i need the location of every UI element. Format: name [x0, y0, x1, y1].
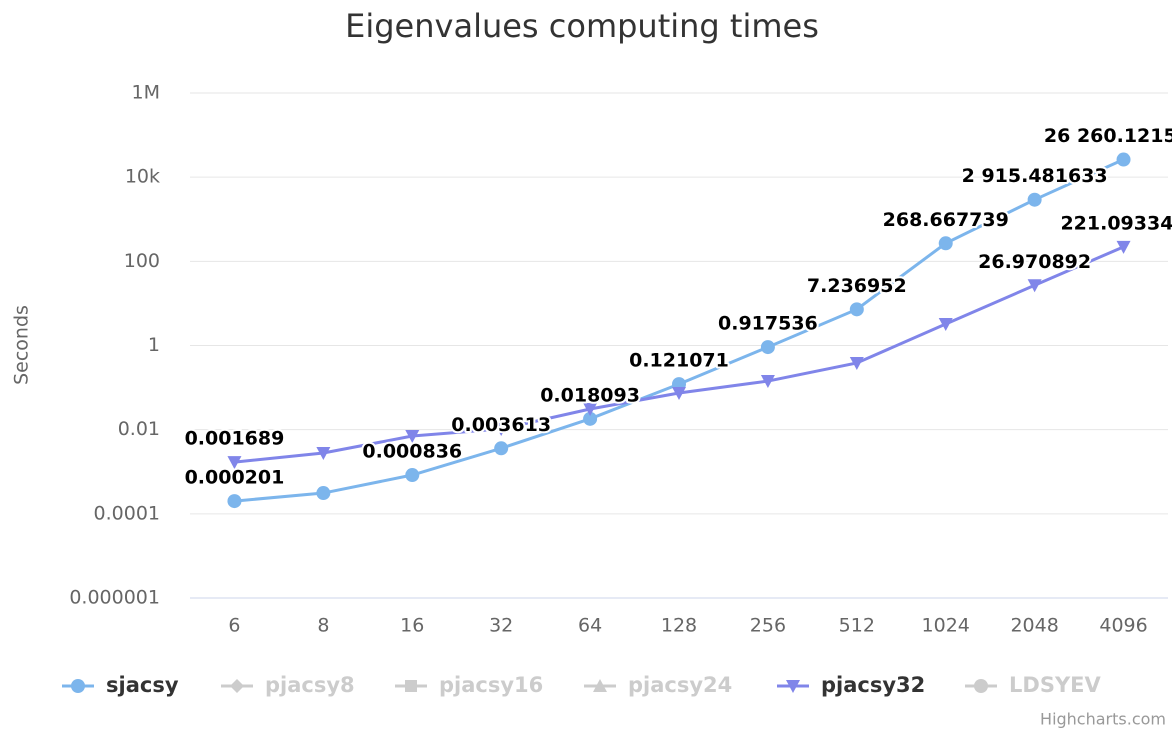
data-point: [849, 302, 864, 317]
data-label: 26.970892: [978, 251, 1091, 273]
x-tick-label: 6: [228, 615, 240, 637]
y-axis-title: Seconds: [11, 305, 33, 385]
legend-marker: [974, 679, 988, 693]
data-point: [227, 456, 242, 470]
data-point: [494, 422, 509, 436]
legend-item[interactable]: pjacsy16: [395, 673, 543, 697]
data-point: [938, 236, 953, 251]
legend-label: pjacsy24: [628, 673, 732, 697]
data-point: [316, 486, 331, 501]
data-point: [227, 494, 242, 509]
x-tick-label: 8: [317, 615, 329, 637]
x-tick-label: 512: [839, 615, 875, 637]
legend-label: pjacsy32: [821, 673, 925, 697]
x-tick-label: 64: [578, 615, 602, 637]
data-point: [1027, 192, 1042, 207]
data-point: [760, 340, 775, 355]
y-tick-label: 0.0001: [94, 502, 160, 524]
legend-marker: [405, 680, 417, 692]
legend-marker: [786, 680, 800, 693]
legend-label: pjacsy8: [265, 673, 355, 697]
chart-title: Eigenvalues computing times: [345, 7, 819, 45]
data-point: [583, 402, 598, 416]
data-label: 268.667739: [883, 209, 1009, 231]
y-tick-label: 1: [148, 334, 160, 356]
data-point: [583, 411, 598, 426]
data-point: [938, 318, 953, 332]
x-tick-label: 128: [661, 615, 697, 637]
data-point: [1116, 240, 1131, 254]
y-tick-label: 0.000001: [69, 587, 160, 609]
data-label: 0.000836: [362, 441, 462, 463]
legend-item[interactable]: pjacsy8: [221, 673, 355, 697]
data-label: 7.236952: [807, 275, 907, 297]
data-point: [849, 356, 864, 370]
credits[interactable]: Highcharts.com: [1040, 710, 1166, 729]
data-label: 0.121071: [629, 350, 729, 372]
legend-item[interactable]: pjacsy24: [584, 673, 732, 697]
data-label: 0.000201: [185, 467, 285, 489]
y-tick-label: 1M: [132, 82, 160, 104]
y-tick-label: 0.01: [118, 418, 160, 440]
data-point: [494, 441, 509, 456]
data-label: 0.003613: [451, 414, 551, 436]
legend-marker: [593, 679, 607, 692]
x-tick-label: 16: [400, 615, 424, 637]
x-tick-label: 2048: [1010, 615, 1058, 637]
legend-item[interactable]: LDSYEV: [965, 673, 1101, 697]
y-tick-label: 100: [124, 250, 160, 272]
legend-marker: [230, 679, 244, 693]
legend-label: LDSYEV: [1009, 673, 1101, 697]
series: [227, 240, 1131, 470]
data-label: 0.001689: [185, 428, 285, 450]
data-label: 0.917536: [718, 313, 818, 335]
x-tick-label: 32: [489, 615, 513, 637]
legend-label: pjacsy16: [439, 673, 543, 697]
data-label: 2 915.481633: [962, 165, 1108, 187]
data-point: [760, 375, 775, 389]
x-tick-label: 256: [750, 615, 786, 637]
x-tick-label: 1024: [922, 615, 970, 637]
data-label: 221.093344: [1060, 212, 1172, 234]
data-label: 0.018093: [540, 384, 640, 406]
y-tick-label: 10k: [125, 166, 160, 188]
data-point: [1116, 152, 1131, 167]
legend-item[interactable]: sjacsy: [62, 673, 179, 697]
data-point: [1027, 279, 1042, 293]
data-label: 26 260.121564: [1044, 125, 1172, 147]
data-point: [405, 430, 420, 444]
legend-item[interactable]: pjacsy32: [777, 673, 925, 697]
legend-label: sjacsy: [106, 673, 179, 697]
data-point: [405, 468, 420, 483]
legend-marker: [71, 679, 85, 693]
data-point: [672, 387, 686, 401]
x-tick-label: 4096: [1099, 615, 1147, 637]
data-point: [316, 446, 331, 460]
